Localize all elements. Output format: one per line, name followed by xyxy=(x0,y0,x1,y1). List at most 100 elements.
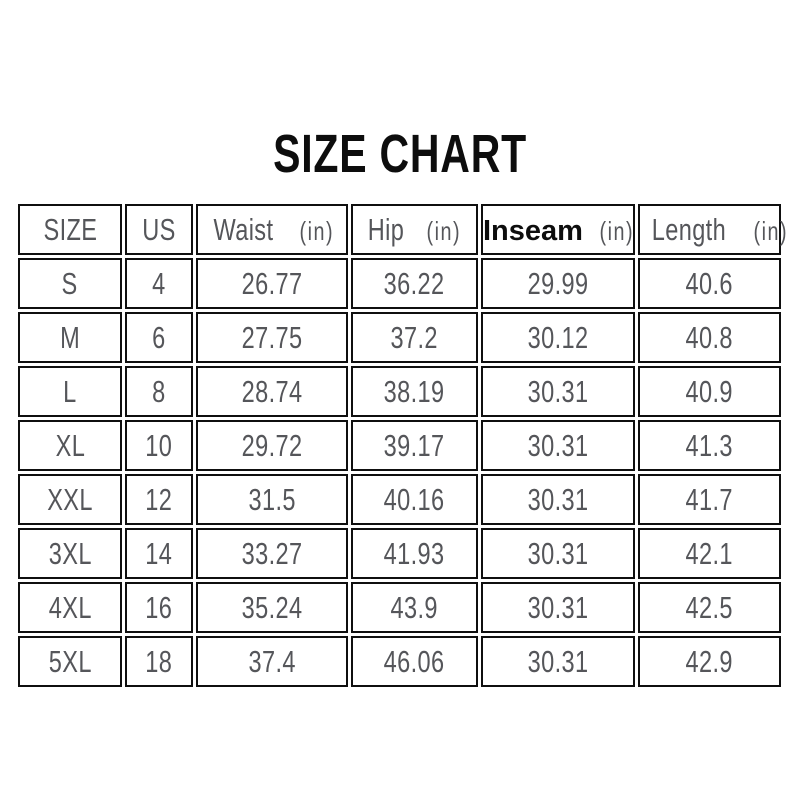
cell-hip: 46.06 xyxy=(351,636,478,687)
length-value: 42.1 xyxy=(685,535,734,571)
hip-value: 36.22 xyxy=(384,265,445,301)
cell-length: 40.8 xyxy=(638,312,781,363)
cell-waist: 28.74 xyxy=(196,366,348,417)
header-hip-label: Hip xyxy=(368,211,405,247)
header-waist: Waist (in) xyxy=(196,204,348,255)
cell-size: 3XL xyxy=(18,528,122,579)
hip-value: 37.2 xyxy=(390,319,439,355)
waist-value: 29.72 xyxy=(241,427,303,463)
length-value: 41.3 xyxy=(685,427,734,463)
table-row-4xl: 4XL 16 35.24 43.9 30.31 42.5 xyxy=(18,582,781,633)
cell-hip: 39.17 xyxy=(351,420,478,471)
size-value: L xyxy=(63,373,77,409)
cell-size: M xyxy=(18,312,122,363)
cell-waist: 29.72 xyxy=(196,420,348,471)
header-length: Length (in) xyxy=(638,204,787,255)
cell-length: 41.3 xyxy=(638,420,781,471)
hip-value: 38.19 xyxy=(384,373,445,409)
header-inseam: Inseam (in) xyxy=(481,204,635,255)
hip-value: 41.93 xyxy=(384,535,445,571)
inseam-value: 30.31 xyxy=(527,427,589,463)
length-value: 41.7 xyxy=(685,481,734,517)
size-value: S xyxy=(61,265,79,301)
size-value: 3XL xyxy=(48,535,92,571)
cell-hip: 40.16 xyxy=(351,474,478,525)
cell-waist: 33.27 xyxy=(196,528,348,579)
hip-value: 43.9 xyxy=(390,589,439,625)
waist-value: 37.4 xyxy=(248,643,296,679)
waist-value: 35.24 xyxy=(241,589,303,625)
cell-us: 6 xyxy=(125,312,193,363)
waist-value: 31.5 xyxy=(248,481,296,517)
length-value: 42.5 xyxy=(685,589,734,625)
cell-length: 42.9 xyxy=(638,636,781,687)
header-hip-unit: (in) xyxy=(426,215,462,246)
cell-waist: 37.4 xyxy=(196,636,348,687)
cell-inseam: 30.31 xyxy=(481,474,635,525)
cell-size: 5XL xyxy=(18,636,122,687)
cell-us: 16 xyxy=(125,582,193,633)
cell-size: XXL xyxy=(18,474,122,525)
header-us: US xyxy=(125,204,193,255)
us-value: 8 xyxy=(152,373,166,409)
cell-waist: 31.5 xyxy=(196,474,348,525)
header-inseam-label: Inseam xyxy=(483,214,583,247)
cell-length: 42.1 xyxy=(638,528,781,579)
cell-hip: 41.93 xyxy=(351,528,478,579)
page-title: SIZE CHART xyxy=(0,126,800,182)
hip-value: 46.06 xyxy=(384,643,445,679)
inseam-value: 30.31 xyxy=(527,373,589,409)
size-value: XXL xyxy=(47,481,93,517)
cell-length: 42.5 xyxy=(638,582,781,633)
cell-size: 4XL xyxy=(18,582,122,633)
size-value: 5XL xyxy=(48,643,92,679)
us-value: 6 xyxy=(152,319,166,355)
us-value: 12 xyxy=(145,481,173,517)
hip-value: 40.16 xyxy=(384,481,445,517)
cell-inseam: 29.99 xyxy=(481,258,635,309)
cell-waist: 27.75 xyxy=(196,312,348,363)
waist-value: 33.27 xyxy=(241,535,303,571)
cell-inseam: 30.31 xyxy=(481,528,635,579)
hip-value: 39.17 xyxy=(384,427,445,463)
cell-size: L xyxy=(18,366,122,417)
inseam-value: 30.31 xyxy=(527,643,589,679)
cell-waist: 35.24 xyxy=(196,582,348,633)
cell-us: 18 xyxy=(125,636,193,687)
cell-inseam: 30.31 xyxy=(481,582,635,633)
cell-length: 40.9 xyxy=(638,366,781,417)
header-row: SIZE US Waist (in) Hip (in) Inseam (in) xyxy=(18,204,787,255)
inseam-value: 29.99 xyxy=(527,265,589,301)
header-size: SIZE xyxy=(18,204,122,255)
inseam-value: 30.31 xyxy=(527,481,589,517)
header-hip: Hip (in) xyxy=(351,204,478,255)
cell-us: 8 xyxy=(125,366,193,417)
size-value: 4XL xyxy=(48,589,92,625)
cell-length: 40.6 xyxy=(638,258,781,309)
us-value: 18 xyxy=(145,643,173,679)
waist-value: 26.77 xyxy=(241,265,303,301)
table-row-3xl: 3XL 14 33.27 41.93 30.31 42.1 xyxy=(18,528,781,579)
header-inseam-unit: (in) xyxy=(599,215,634,246)
table-row-xl: XL 10 29.72 39.17 30.31 41.3 xyxy=(18,420,781,471)
waist-value: 27.75 xyxy=(241,319,303,355)
cell-us: 10 xyxy=(125,420,193,471)
cell-length: 41.7 xyxy=(638,474,781,525)
cell-inseam: 30.31 xyxy=(481,420,635,471)
header-size-label: SIZE xyxy=(43,211,97,247)
page-title-text: SIZE CHART xyxy=(273,124,527,184)
cell-hip: 37.2 xyxy=(351,312,478,363)
cell-us: 14 xyxy=(125,528,193,579)
inseam-value: 30.31 xyxy=(527,535,589,571)
inseam-value: 30.12 xyxy=(527,319,589,355)
length-value: 40.9 xyxy=(685,373,734,409)
cell-hip: 43.9 xyxy=(351,582,478,633)
waist-value: 28.74 xyxy=(241,373,303,409)
cell-us: 4 xyxy=(125,258,193,309)
us-value: 4 xyxy=(152,265,166,301)
inseam-value: 30.31 xyxy=(527,589,589,625)
header-waist-unit: (in) xyxy=(299,215,335,246)
cell-waist: 26.77 xyxy=(196,258,348,309)
table-row-5xl: 5XL 18 37.4 46.06 30.31 42.9 xyxy=(18,636,781,687)
